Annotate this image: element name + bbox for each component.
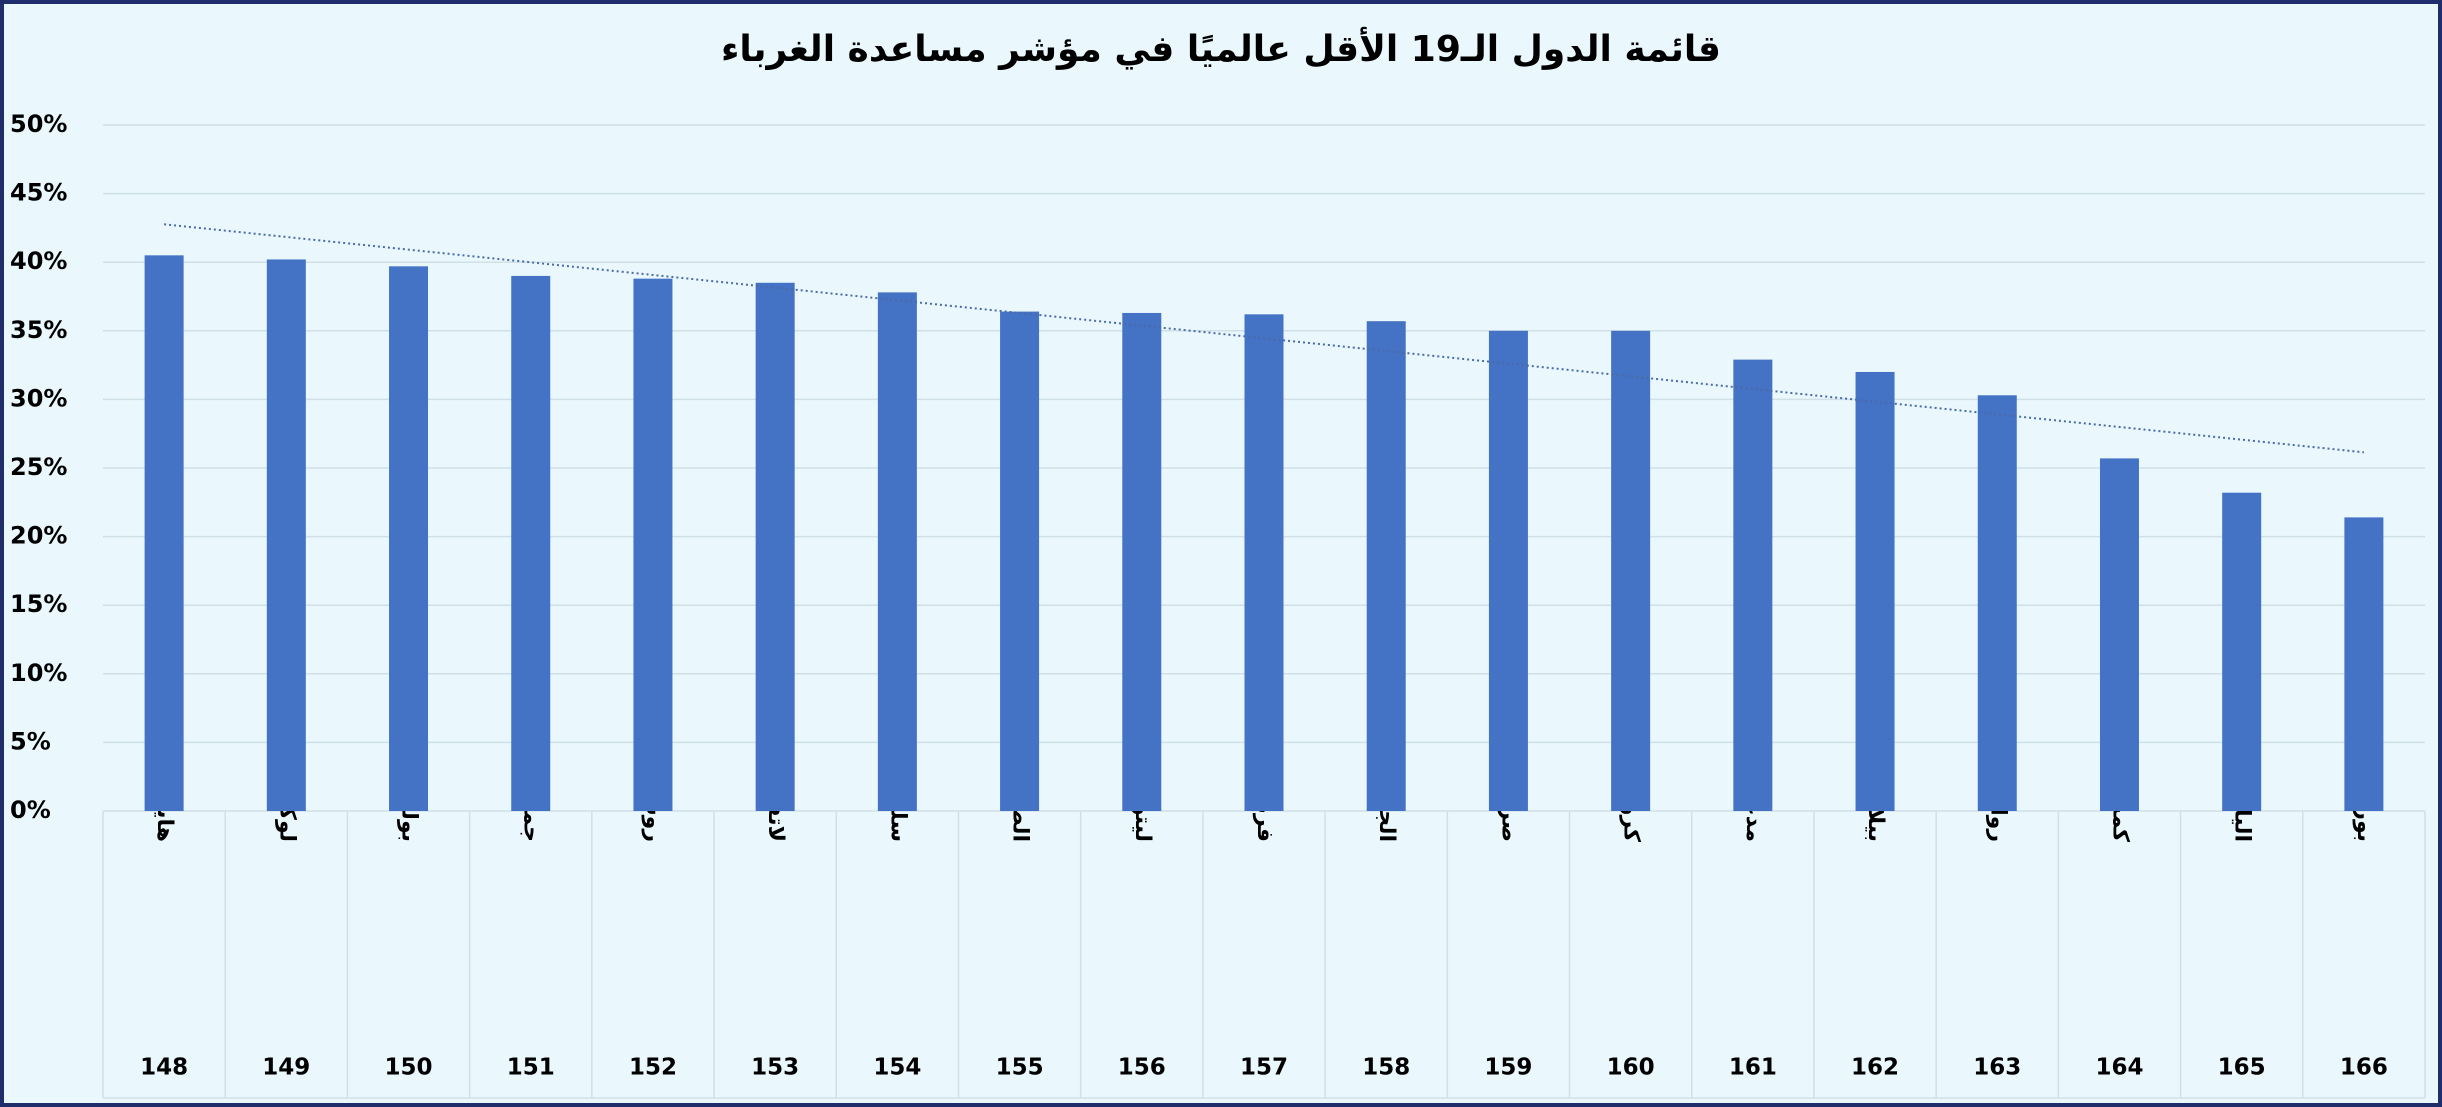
y-tick-label: 10% bbox=[10, 659, 67, 687]
bar bbox=[1488, 330, 1528, 811]
bar bbox=[1366, 321, 1406, 811]
rank-label: 156 bbox=[1118, 1055, 1166, 1081]
rank-label: 154 bbox=[873, 1055, 921, 1081]
bar bbox=[389, 266, 429, 811]
rank-label: 152 bbox=[629, 1055, 677, 1081]
rank-label: 148 bbox=[140, 1055, 188, 1081]
y-tick-label: 50% bbox=[10, 110, 67, 138]
chart-title: قائمة الدول الـ19 الأقل عالميًا في مؤشر … bbox=[721, 26, 1721, 70]
rank-label: 151 bbox=[507, 1055, 555, 1081]
y-tick-label: 15% bbox=[10, 590, 67, 618]
bar bbox=[1244, 314, 1284, 811]
bar bbox=[633, 278, 673, 811]
rank-label: 160 bbox=[1607, 1055, 1655, 1081]
trendline bbox=[164, 223, 2364, 454]
bar bbox=[1977, 395, 2017, 811]
y-tick-label: 45% bbox=[10, 179, 67, 207]
bar bbox=[144, 255, 184, 812]
bar bbox=[1855, 371, 1895, 811]
bar bbox=[511, 275, 551, 811]
bar bbox=[1122, 312, 1162, 811]
bar bbox=[1000, 311, 1040, 811]
rank-label: 157 bbox=[1240, 1055, 1288, 1081]
bar bbox=[755, 282, 795, 811]
rank-label: 166 bbox=[2340, 1055, 2388, 1081]
rank-label: 162 bbox=[1851, 1055, 1899, 1081]
rank-label: 155 bbox=[996, 1055, 1044, 1081]
y-tick-label: 20% bbox=[10, 522, 67, 550]
rank-label: 163 bbox=[1973, 1055, 2021, 1081]
bar bbox=[877, 292, 917, 811]
rank-label: 158 bbox=[1362, 1055, 1410, 1081]
rank-label: 159 bbox=[1484, 1055, 1532, 1081]
rank-label: 153 bbox=[751, 1055, 799, 1081]
bar bbox=[2222, 492, 2262, 811]
y-tick-label: 25% bbox=[10, 453, 67, 481]
bar bbox=[1611, 330, 1651, 811]
y-tick-label: 35% bbox=[10, 316, 67, 344]
bar bbox=[2344, 517, 2384, 811]
bar bbox=[2099, 458, 2139, 811]
y-tick-label: 40% bbox=[10, 247, 67, 275]
rank-label: 161 bbox=[1729, 1055, 1777, 1081]
y-tick-label: 0% bbox=[10, 796, 51, 824]
rank-label: 149 bbox=[262, 1055, 310, 1081]
bar bbox=[266, 259, 306, 811]
rank-label: 164 bbox=[2095, 1055, 2143, 1081]
rank-label: 165 bbox=[2218, 1055, 2266, 1081]
y-tick-label: 5% bbox=[10, 727, 51, 755]
y-tick-label: 30% bbox=[10, 384, 67, 412]
bar bbox=[1733, 359, 1773, 811]
rank-label: 150 bbox=[385, 1055, 433, 1081]
